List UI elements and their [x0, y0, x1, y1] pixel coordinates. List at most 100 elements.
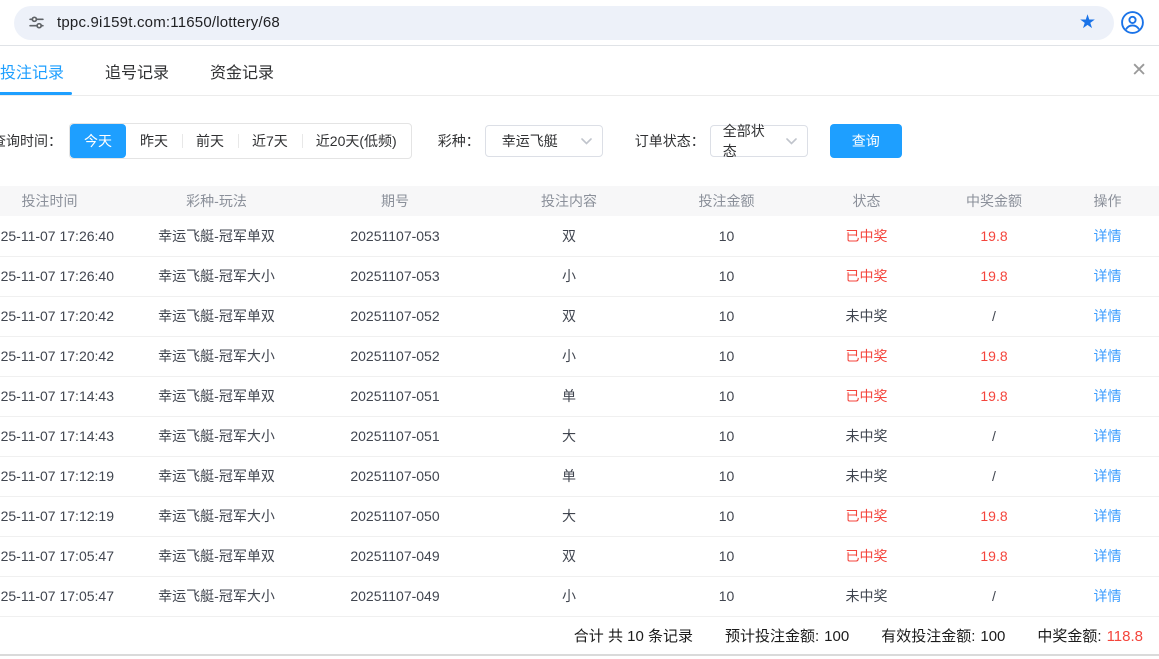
cell-bet-content: 双 — [486, 536, 652, 577]
detail-link[interactable]: 详情 — [1093, 548, 1122, 564]
order-status-select[interactable]: 全部状态 — [709, 123, 808, 159]
detail-link[interactable]: 详情 — [1093, 268, 1122, 284]
lottery-filter-label: 彩种： — [437, 133, 480, 149]
profile-avatar-icon[interactable] — [1120, 10, 1145, 35]
cell-action: 详情 — [1056, 456, 1159, 497]
cell-game-play: 幸运飞艇-冠军单双 — [129, 216, 304, 257]
cell-game-play: 幸运飞艇-冠军单双 — [129, 536, 304, 577]
table-row: 2025-11-07 17:20:42 幸运飞艇-冠军单双 20251107-0… — [0, 296, 1159, 337]
cell-bet-amount: 10 — [652, 416, 801, 457]
cell-prize-amount: 19.8 — [932, 336, 1056, 377]
cell-action: 详情 — [1056, 216, 1159, 257]
summary-expected-amount: 预计投注金额: 100 — [724, 627, 850, 645]
detail-link[interactable]: 详情 — [1093, 388, 1122, 404]
cell-issue: 20251107-049 — [304, 536, 486, 577]
time-option-yesterday[interactable]: 昨天 — [140, 133, 168, 149]
cell-bet-amount: 10 — [652, 456, 801, 497]
table-body: 2025-11-07 17:26:40 幸运飞艇-冠军单双 20251107-0… — [0, 216, 1159, 617]
cell-issue: 20251107-052 — [304, 296, 486, 337]
chevron-down-icon — [580, 137, 592, 145]
tab-fund-records[interactable]: 资金记录 — [210, 64, 275, 82]
cell-bet-time: 2025-11-07 17:05:47 — [0, 576, 129, 617]
cell-bet-amount: 10 — [652, 376, 801, 417]
cell-bet-time: 2025-11-07 17:05:47 — [0, 536, 129, 577]
detail-link[interactable]: 详情 — [1093, 428, 1122, 444]
cell-issue: 20251107-053 — [304, 216, 486, 257]
time-filter-label: 查询时间： — [0, 133, 62, 149]
table-row: 2025-11-07 17:12:19 幸运飞艇-冠军单双 20251107-0… — [0, 456, 1159, 497]
tab-chase-records[interactable]: 追号记录 — [105, 64, 170, 82]
time-option-today[interactable]: 今天 — [70, 124, 126, 158]
detail-link[interactable]: 详情 — [1093, 468, 1122, 484]
cell-bet-time: 2025-11-07 17:12:19 — [0, 496, 129, 537]
col-header-action: 操作 — [1056, 186, 1159, 216]
cell-issue: 20251107-053 — [304, 256, 486, 297]
cell-prize-amount: 19.8 — [932, 496, 1056, 537]
filter-bar: 查询时间： 今天 昨天 前天 近7天 近20天(低频) 彩种： 幸运飞艇 订单状… — [0, 123, 1159, 159]
cell-action: 详情 — [1056, 576, 1159, 617]
summary-valid-amount: 有效投注金额: 100 — [881, 627, 1006, 645]
cell-prize-amount: 19.8 — [932, 256, 1056, 297]
cell-bet-amount: 10 — [652, 296, 801, 337]
lottery-select-value: 幸运飞艇 — [501, 133, 558, 149]
tab-bet-records[interactable]: 投注记录 — [0, 46, 73, 95]
detail-link[interactable]: 详情 — [1093, 227, 1122, 244]
url-text[interactable]: tppc.9i159t.com:11650/lottery/68 — [57, 14, 280, 31]
cell-game-play: 幸运飞艇-冠军大小 — [129, 256, 304, 297]
time-option-20days[interactable]: 近20天(低频) — [301, 124, 411, 158]
address-bar[interactable]: tppc.9i159t.com:11650/lottery/68 ★ — [14, 5, 1114, 40]
cell-issue: 20251107-050 — [304, 456, 486, 497]
cell-bet-content: 大 — [486, 416, 652, 457]
detail-link[interactable]: 详情 — [1093, 588, 1122, 604]
lottery-select[interactable]: 幸运飞艇 — [484, 125, 603, 157]
col-header-bet-time: 投注时间 — [0, 186, 129, 216]
query-button[interactable]: 查询 — [829, 124, 902, 158]
cell-bet-amount: 10 — [652, 336, 801, 377]
table-row: 2025-11-07 17:12:19 幸运飞艇-冠军大小 20251107-0… — [0, 496, 1159, 537]
cell-action: 详情 — [1056, 496, 1159, 537]
cell-game-play: 幸运飞艇-冠军单双 — [129, 456, 304, 497]
cell-bet-amount: 10 — [652, 576, 801, 617]
cell-status: 已中奖 — [801, 536, 932, 577]
cell-game-play: 幸运飞艇-冠军单双 — [129, 376, 304, 417]
cell-game-play: 幸运飞艇-冠军大小 — [129, 336, 304, 377]
detail-link[interactable]: 详情 — [1093, 508, 1122, 524]
cell-bet-content: 双 — [486, 216, 652, 257]
cell-game-play: 幸运飞艇-冠军大小 — [129, 496, 304, 537]
cell-bet-time: 2025-11-07 17:26:40 — [0, 256, 129, 297]
cell-issue: 20251107-051 — [304, 416, 486, 457]
cell-action: 详情 — [1056, 336, 1159, 377]
bookmark-star-icon[interactable]: ★ — [1078, 12, 1096, 33]
cell-bet-time: 2025-11-07 17:20:42 — [0, 296, 129, 337]
cell-status: 已中奖 — [801, 496, 932, 537]
cell-prize-amount: 19.8 — [932, 216, 1056, 257]
detail-link[interactable]: 详情 — [1093, 308, 1122, 324]
chevron-down-icon — [785, 137, 797, 145]
cell-prize-amount: 19.8 — [932, 536, 1056, 577]
cell-game-play: 幸运飞艇-冠军大小 — [129, 576, 304, 617]
cell-issue: 20251107-050 — [304, 496, 486, 537]
cell-bet-amount: 10 — [652, 216, 801, 257]
site-settings-icon[interactable] — [28, 14, 45, 31]
summary-bar: 合计 共 10 条记录 预计投注金额: 100 有效投注金额: 100 中奖金额: 1… — [0, 617, 1159, 654]
time-option-day-before[interactable]: 前天 — [182, 124, 238, 158]
time-option-7days[interactable]: 近7天 — [238, 124, 302, 158]
cell-issue: 20251107-051 — [304, 376, 486, 417]
browser-toolbar: tppc.9i159t.com:11650/lottery/68 ★ — [0, 0, 1159, 46]
cell-game-play: 幸运飞艇-冠军大小 — [129, 416, 304, 457]
cell-status: 未中奖 — [801, 456, 932, 497]
cell-action: 详情 — [1056, 416, 1159, 457]
cell-prize-amount: / — [932, 416, 1056, 457]
cell-bet-time: 2025-11-07 17:12:19 — [0, 456, 129, 497]
cell-bet-time: 2025-11-07 17:20:42 — [0, 336, 129, 377]
cell-bet-time: 2025-11-07 17:14:43 — [0, 376, 129, 417]
col-header-prize-amount: 中奖金额 — [932, 186, 1056, 216]
cell-game-play: 幸运飞艇-冠军单双 — [129, 296, 304, 337]
cell-bet-time: 2025-11-07 17:14:43 — [0, 416, 129, 457]
detail-link[interactable]: 详情 — [1093, 348, 1122, 364]
col-header-bet-content: 投注内容 — [486, 186, 652, 216]
cell-bet-content: 小 — [486, 336, 652, 377]
cell-bet-content: 双 — [486, 296, 652, 337]
close-icon[interactable]: ✕ — [1131, 60, 1147, 81]
col-header-issue: 期号 — [304, 186, 486, 216]
